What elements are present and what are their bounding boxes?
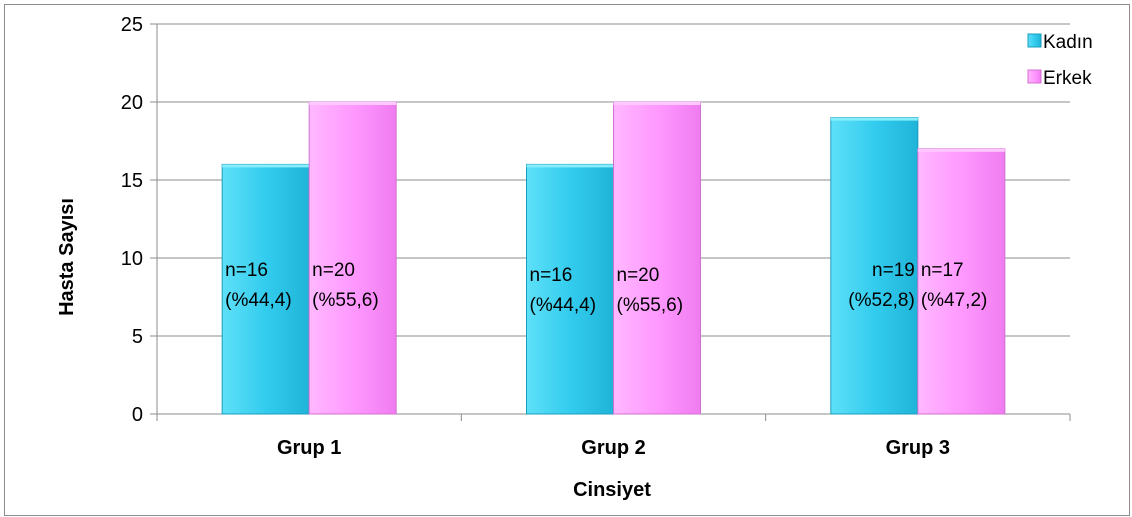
legend: Kadın Erkek	[1027, 32, 1093, 89]
y-axis-title: Hasta Sayısı	[56, 198, 78, 316]
data-label-kadın-1-1: (%44,4)	[225, 290, 292, 311]
bar-erkek-1	[308, 101, 397, 415]
data-labels: n=16 (%44,4) n=20 (%55,6) n=16 (%44,4) n=20 (%5…	[225, 260, 987, 316]
x-axis-title: Cinsiyet	[573, 479, 651, 501]
bar-top-erkek-3	[917, 148, 1005, 152]
bar-top-kadın-3	[830, 117, 918, 121]
data-label-erkek-2-0: n=20	[617, 265, 660, 286]
legend-swatch-erkek	[1027, 69, 1042, 84]
bar-kadın-2	[526, 163, 614, 415]
data-label-kadın-3-0: n=19	[872, 260, 915, 281]
bar-erkek-3	[917, 148, 1006, 415]
data-label-erkek-3-1: (%47,2)	[921, 290, 988, 311]
x-category-labels: Grup 1 Grup 2 Grup 3	[277, 437, 950, 459]
y-tick-label-5: 25	[121, 14, 143, 36]
legend-label-erkek: Erkek	[1043, 68, 1092, 89]
bar-kadın-3	[830, 117, 919, 415]
bar-erkek-2	[613, 101, 701, 415]
data-label-kadın-3-1: (%52,8)	[848, 290, 915, 311]
legend-label-kadın: Kadın	[1043, 32, 1093, 53]
category-label-3: Grup 3	[886, 437, 950, 459]
category-label-1: Grup 1	[277, 437, 341, 459]
y-tick-label-0: 0	[132, 404, 143, 426]
bar-kadın-1	[221, 163, 310, 415]
category-label-2: Grup 2	[581, 437, 645, 459]
bar-top-erkek-1	[309, 102, 397, 105]
data-label-kadın-2-0: n=16	[530, 265, 573, 286]
data-label-erkek-1-0: n=20	[312, 260, 355, 281]
y-tick-label-1: 5	[132, 326, 143, 348]
bar-top-kadın-2	[526, 164, 614, 168]
y-tick-label-4: 20	[121, 92, 143, 114]
data-label-kadın-2-1: (%44,4)	[530, 295, 597, 316]
data-label-erkek-3-0: n=17	[921, 260, 964, 281]
y-tick-label-3: 15	[121, 170, 143, 192]
y-tick-labels: 0 5 10 15 20 25	[121, 14, 143, 426]
y-tick-label-2: 10	[121, 248, 143, 270]
bars	[221, 101, 1006, 415]
bar-top-erkek-2	[613, 102, 701, 105]
data-label-erkek-2-1: (%55,6)	[617, 295, 684, 316]
legend-swatch-kadın	[1027, 33, 1042, 48]
data-label-erkek-1-1: (%55,6)	[312, 290, 379, 311]
data-label-kadın-1-0: n=16	[225, 260, 268, 281]
bar-top-kadın-1	[222, 164, 310, 168]
